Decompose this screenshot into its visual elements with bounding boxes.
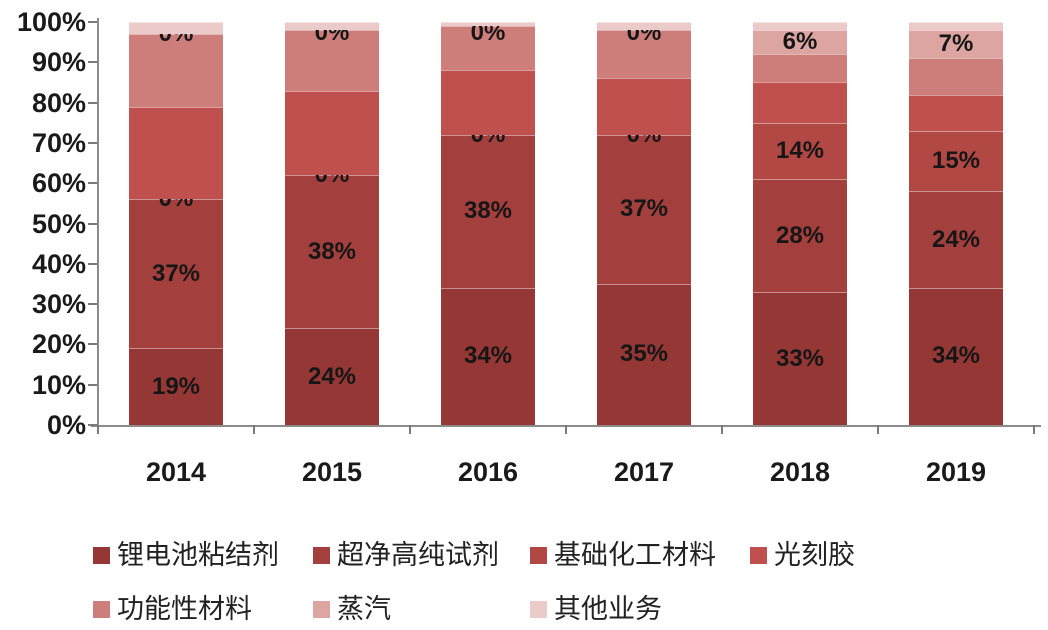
legend-label: 锂电池粘结剂 <box>117 540 279 570</box>
segment-功能性材料 <box>441 26 535 71</box>
y-axis-tick <box>88 21 97 23</box>
y-axis-tick-label: 30% <box>31 289 86 320</box>
segment-其他业务 <box>441 22 535 27</box>
x-axis-tick <box>97 425 99 434</box>
segment-光刻胶 <box>441 70 535 135</box>
segment-功能性材料 <box>909 58 1003 95</box>
legend-item-蒸汽: 蒸汽 <box>313 594 391 624</box>
segment-基础化工材料 <box>753 122 847 180</box>
x-axis-tick <box>253 425 255 434</box>
y-axis-tick <box>88 222 97 225</box>
segment-功能性材料 <box>753 54 847 83</box>
segment-功能性材料 <box>597 30 691 79</box>
legend-item-光刻胶: 光刻胶 <box>750 540 855 570</box>
y-axis-tick-label: 50% <box>31 208 86 239</box>
bar-2016: 34%38%0%0% <box>441 20 535 425</box>
segment-锂电池粘结剂 <box>753 292 847 425</box>
segment-锂电池粘结剂 <box>597 283 691 425</box>
segment-超净高纯试剂 <box>753 179 847 293</box>
bar-2014: 19%37%0%0% <box>129 21 223 425</box>
segment-功能性材料 <box>285 30 379 91</box>
y-axis-tick <box>88 182 97 185</box>
legend-swatch <box>313 600 330 618</box>
y-axis-tick-label: 70% <box>31 127 86 158</box>
legend-label: 超净高纯试剂 <box>337 540 499 570</box>
x-axis-category-label: 2018 <box>769 457 831 487</box>
segment-超净高纯试剂 <box>285 175 379 329</box>
x-axis-tick <box>877 425 879 434</box>
segment-基础化工材料 <box>909 130 1003 192</box>
legend-swatch <box>93 600 110 618</box>
legend-label: 光刻胶 <box>774 540 855 570</box>
segment-锂电池粘结剂 <box>441 287 535 425</box>
legend-swatch <box>93 546 110 564</box>
x-axis-tick <box>1033 425 1035 434</box>
y-axis-tick-label: 100% <box>16 7 86 37</box>
segment-锂电池粘结剂 <box>129 348 223 425</box>
legend-label: 其他业务 <box>554 594 662 624</box>
segment-光刻胶 <box>285 90 379 176</box>
x-axis-category-label: 2014 <box>145 457 207 487</box>
legend-swatch <box>530 546 547 564</box>
x-axis-category-label: 2017 <box>613 457 675 487</box>
legend-item-锂电池粘结剂: 锂电池粘结剂 <box>93 540 279 570</box>
y-axis-tick <box>88 383 97 386</box>
y-axis-tick-label: 20% <box>31 329 86 360</box>
legend-label: 功能性材料 <box>117 594 252 624</box>
y-axis-tick <box>88 101 97 104</box>
legend-item-其他业务: 其他业务 <box>530 594 662 624</box>
segment-光刻胶 <box>753 82 847 123</box>
x-axis-category-label: 2016 <box>457 457 519 487</box>
x-axis-category-label: 2015 <box>301 457 363 487</box>
legend-swatch <box>313 546 330 564</box>
y-axis-tick <box>88 262 97 265</box>
segment-光刻胶 <box>129 106 223 200</box>
legend-swatch <box>750 546 767 564</box>
segment-超净高纯试剂 <box>129 199 223 349</box>
segment-锂电池粘结剂 <box>285 328 379 425</box>
x-axis-tick <box>409 425 411 434</box>
y-axis-tick <box>88 61 97 64</box>
segment-光刻胶 <box>909 94 1003 131</box>
y-axis-tick-label: 0% <box>46 410 86 440</box>
bar-2015: 24%38%0%0% <box>285 20 379 425</box>
y-axis-tick-label: 90% <box>31 47 86 78</box>
y-axis-tick-label: 60% <box>31 168 86 199</box>
y-axis-tick-label: 10% <box>31 369 86 400</box>
y-axis-tick <box>88 424 97 426</box>
legend-label: 蒸汽 <box>337 594 391 624</box>
bar-2019: 34% 24% 15% 7% <box>909 22 1003 425</box>
legend-item-基础化工材料: 基础化工材料 <box>530 540 716 570</box>
y-axis-tick-label: 80% <box>31 87 86 118</box>
bar-2018: 33% 28% 14% 6% <box>753 22 847 425</box>
segment-其他业务 <box>129 22 223 35</box>
legend-label: 基础化工材料 <box>554 540 716 570</box>
segment-其他业务 <box>909 22 1003 31</box>
x-axis-category-label: 2019 <box>925 457 987 487</box>
segment-超净高纯试剂 <box>909 191 1003 288</box>
bar-2017: 35%37%0%0% <box>597 20 691 425</box>
segment-锂电池粘结剂 <box>909 287 1003 425</box>
segment-其他业务 <box>597 22 691 31</box>
legend-item-超净高纯试剂: 超净高纯试剂 <box>313 540 499 570</box>
y-axis-tick <box>88 343 97 346</box>
segment-光刻胶 <box>597 78 691 135</box>
y-axis-tick <box>88 303 97 306</box>
y-axis-line <box>97 18 99 433</box>
segment-蒸汽 <box>909 30 1003 59</box>
segment-超净高纯试剂 <box>597 134 691 284</box>
x-axis-tick <box>721 425 723 434</box>
segment-超净高纯试剂 <box>441 134 535 288</box>
y-axis-tick <box>88 141 97 144</box>
segment-蒸汽 <box>753 30 847 55</box>
segment-其他业务 <box>285 22 379 31</box>
legend-swatch <box>530 600 547 618</box>
legend-item-功能性材料: 功能性材料 <box>93 594 252 624</box>
y-axis-tick-label: 40% <box>31 248 86 279</box>
x-axis-tick <box>565 425 567 434</box>
segment-功能性材料 <box>129 34 223 107</box>
segment-其他业务 <box>753 22 847 31</box>
